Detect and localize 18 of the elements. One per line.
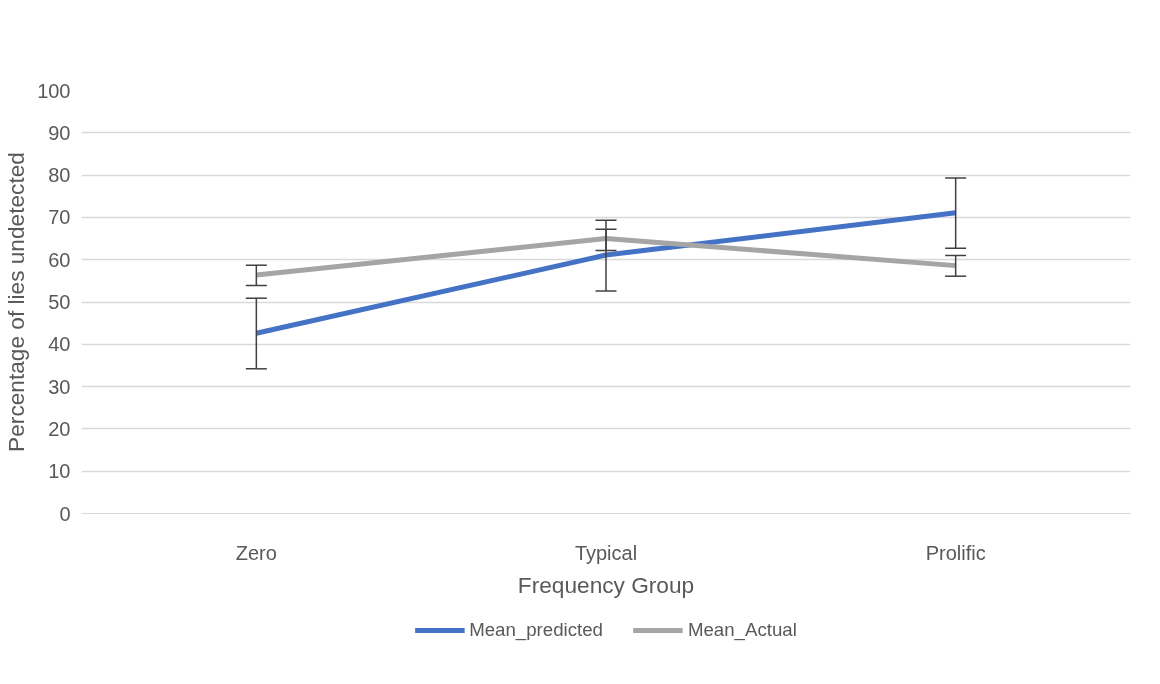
x-tick-label: Prolific	[925, 541, 986, 564]
y-tick-label: 0	[59, 502, 71, 525]
y-tick-label: 60	[48, 248, 71, 271]
legend-label: Mean_predicted	[469, 619, 603, 641]
legend-label: Mean_Actual	[687, 619, 797, 641]
x-tick-label: Zero	[235, 541, 277, 564]
y-tick-label: 50	[48, 291, 71, 313]
y-tick-label: 70	[48, 206, 71, 229]
y-tick-label: 20	[48, 417, 71, 440]
x-axis-title: Frequency Group	[517, 571, 695, 598]
y-axis-title: Percentage of lies undetected	[3, 152, 30, 452]
x-tick-label: Typical	[574, 541, 638, 564]
y-tick-label: 90	[48, 121, 71, 144]
y-tick-label: 100	[37, 79, 71, 102]
y-tick-label: 80	[48, 164, 71, 187]
y-tick-label: 10	[48, 460, 71, 483]
y-tick-label: 30	[48, 375, 71, 398]
y-tick-label: 40	[48, 333, 71, 356]
